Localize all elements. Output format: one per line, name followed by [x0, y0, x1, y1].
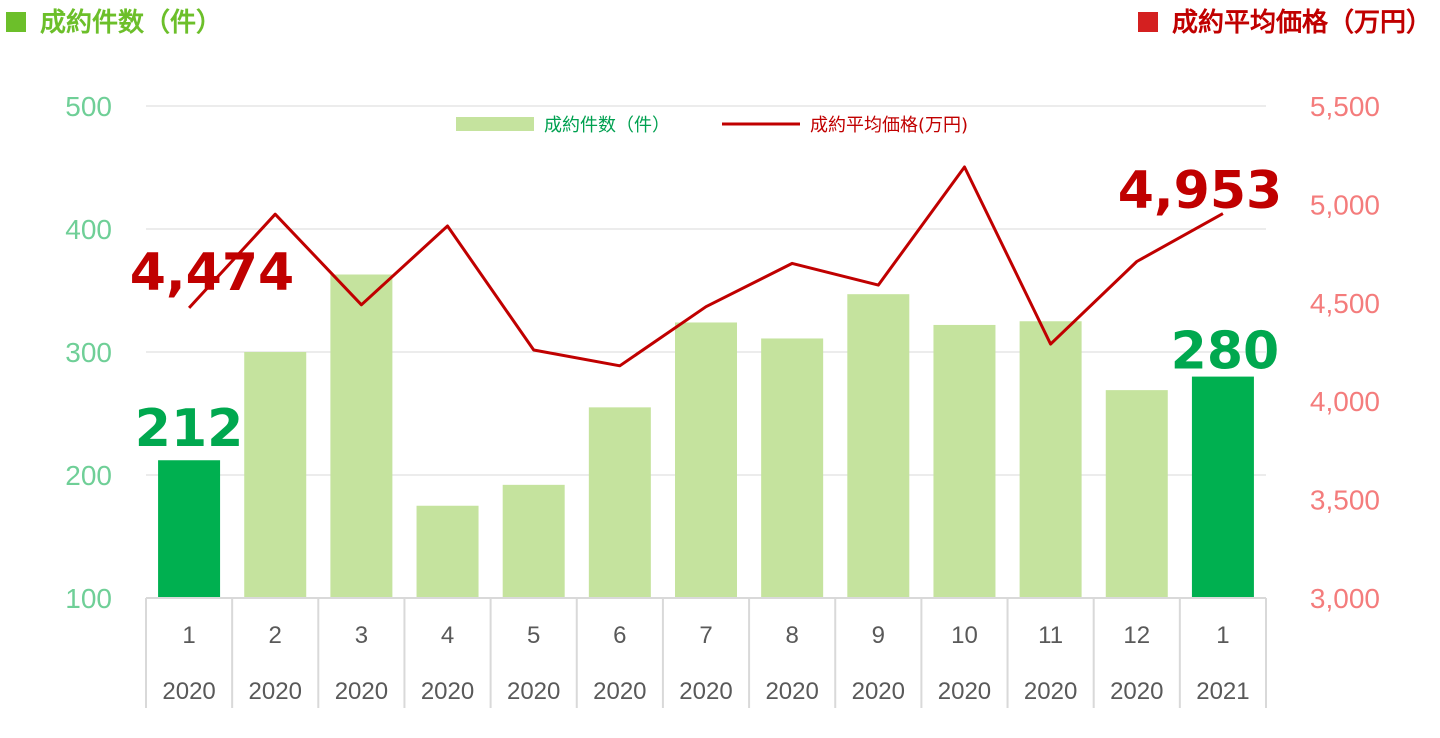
- callout-line-last: 4,953: [1118, 161, 1282, 221]
- bar-series: [158, 274, 1254, 598]
- bar-5: [588, 407, 651, 598]
- bar-9: [933, 324, 996, 598]
- legend-bar-swatch: [456, 117, 534, 131]
- category-axis: 1 2020 2 2020 3 2020 4 2020 5 2020 6 2020 7 2020 8 2020…: [145, 597, 1267, 708]
- year-label: 2020: [1024, 678, 1077, 705]
- month-label: 3: [355, 622, 368, 649]
- callout-bar-last: 280: [1171, 322, 1280, 382]
- right-axis-ticks: 3,000 3,500 4,000 4,500 5,000 5,500: [1310, 91, 1380, 614]
- left-axis-title: 成約件数（件）: [6, 2, 222, 39]
- right-axis-title: 成約平均価格（万円）: [1137, 2, 1432, 39]
- year-label: 2020: [421, 678, 474, 705]
- year-label: 2020: [335, 678, 388, 705]
- year-label: 2020: [162, 678, 215, 705]
- bar-4: [502, 484, 565, 598]
- month-label: 1: [1216, 622, 1229, 649]
- bar-6: [675, 322, 737, 598]
- year-label: 2020: [765, 678, 818, 705]
- year-label: 2020: [507, 678, 560, 705]
- month-label: 1: [182, 622, 195, 649]
- month-label: 10: [951, 622, 978, 649]
- right-tick-label: 3,000: [1310, 583, 1380, 614]
- left-tick-label: 500: [65, 91, 112, 122]
- month-label: 2: [269, 622, 282, 649]
- bar-1: [244, 352, 307, 598]
- left-title-square-icon: [6, 12, 26, 32]
- left-axis-ticks: 100 200 300 400 500: [65, 91, 112, 614]
- year-label: 2021: [1196, 678, 1249, 705]
- legend-line-label: 成約平均価格(万円): [810, 115, 968, 136]
- year-label: 2020: [938, 678, 991, 705]
- year-label: 2020: [679, 678, 732, 705]
- right-tick-label: 3,500: [1310, 485, 1380, 516]
- year-label: 2020: [852, 678, 905, 705]
- bar-8: [847, 294, 910, 598]
- callout-bar-first: 212: [135, 399, 244, 459]
- bar-0: [158, 460, 221, 598]
- right-title-text: 成約平均価格（万円）: [1171, 8, 1432, 38]
- bar-3: [416, 505, 479, 598]
- callout-line-first: 4,474: [130, 243, 294, 303]
- left-title-text: 成約件数（件）: [40, 8, 223, 38]
- bar-7: [761, 338, 824, 598]
- right-tick-label: 4,500: [1310, 288, 1380, 319]
- line-series: [187, 165, 1224, 368]
- year-label: 2020: [249, 678, 302, 705]
- callouts: 212 280 4,474 4,953: [130, 161, 1282, 459]
- year-label: 2020: [593, 678, 646, 705]
- left-tick-label: 100: [65, 583, 112, 614]
- bar-11: [1105, 390, 1168, 598]
- month-label: 7: [699, 622, 712, 649]
- right-tick-label: 4,000: [1310, 386, 1380, 417]
- month-label: 5: [527, 622, 540, 649]
- price-line: [187, 165, 1224, 368]
- month-label: 4: [441, 622, 454, 649]
- left-tick-label: 400: [65, 214, 112, 245]
- bar-12: [1191, 376, 1254, 598]
- left-tick-label: 200: [65, 460, 112, 491]
- year-label: 2020: [1110, 678, 1163, 705]
- month-label: 11: [1038, 622, 1063, 649]
- right-title-square-icon: [1137, 12, 1158, 32]
- month-label: 12: [1123, 622, 1150, 649]
- bar-10: [1019, 321, 1082, 598]
- bar-2: [330, 274, 393, 598]
- right-tick-label: 5,000: [1310, 189, 1380, 220]
- legend: 成約件数（件） 成約平均価格(万円): [456, 115, 968, 136]
- month-label: 6: [613, 622, 626, 649]
- legend-bar-label: 成約件数（件）: [544, 115, 670, 136]
- left-tick-label: 300: [65, 337, 112, 368]
- month-label: 8: [785, 622, 798, 649]
- month-label: 9: [872, 622, 885, 649]
- right-tick-label: 5,500: [1310, 91, 1380, 122]
